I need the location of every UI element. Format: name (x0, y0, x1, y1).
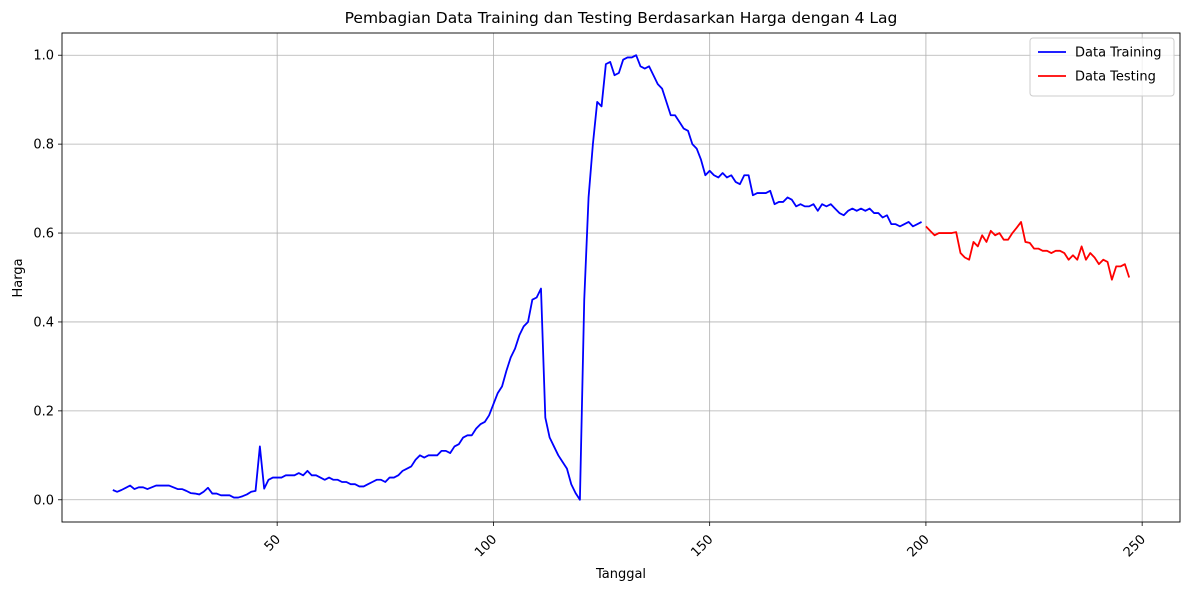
y-axis-label: Harga (11, 258, 26, 297)
data-line (925, 221, 1131, 281)
plot-frame (61, 32, 1181, 523)
y-tick-label: 0.2 (33, 404, 54, 419)
x-axis-label: Tanggal (595, 567, 646, 582)
y-tick-label: 0.4 (33, 315, 54, 330)
data-line (112, 54, 922, 501)
legend-label: Data Testing (1075, 70, 1156, 85)
legend-label: Data Training (1075, 46, 1161, 61)
legend: Data Training Data Testing (1029, 37, 1175, 97)
chart-title: Pembagian Data Training dan Testing Berd… (345, 9, 898, 27)
y-tick-label: 0.6 (33, 227, 54, 242)
y-tick-label: 0.0 (33, 493, 54, 508)
y-tick-label: 0.8 (33, 138, 54, 153)
y-tick-label: 1.0 (33, 49, 54, 64)
